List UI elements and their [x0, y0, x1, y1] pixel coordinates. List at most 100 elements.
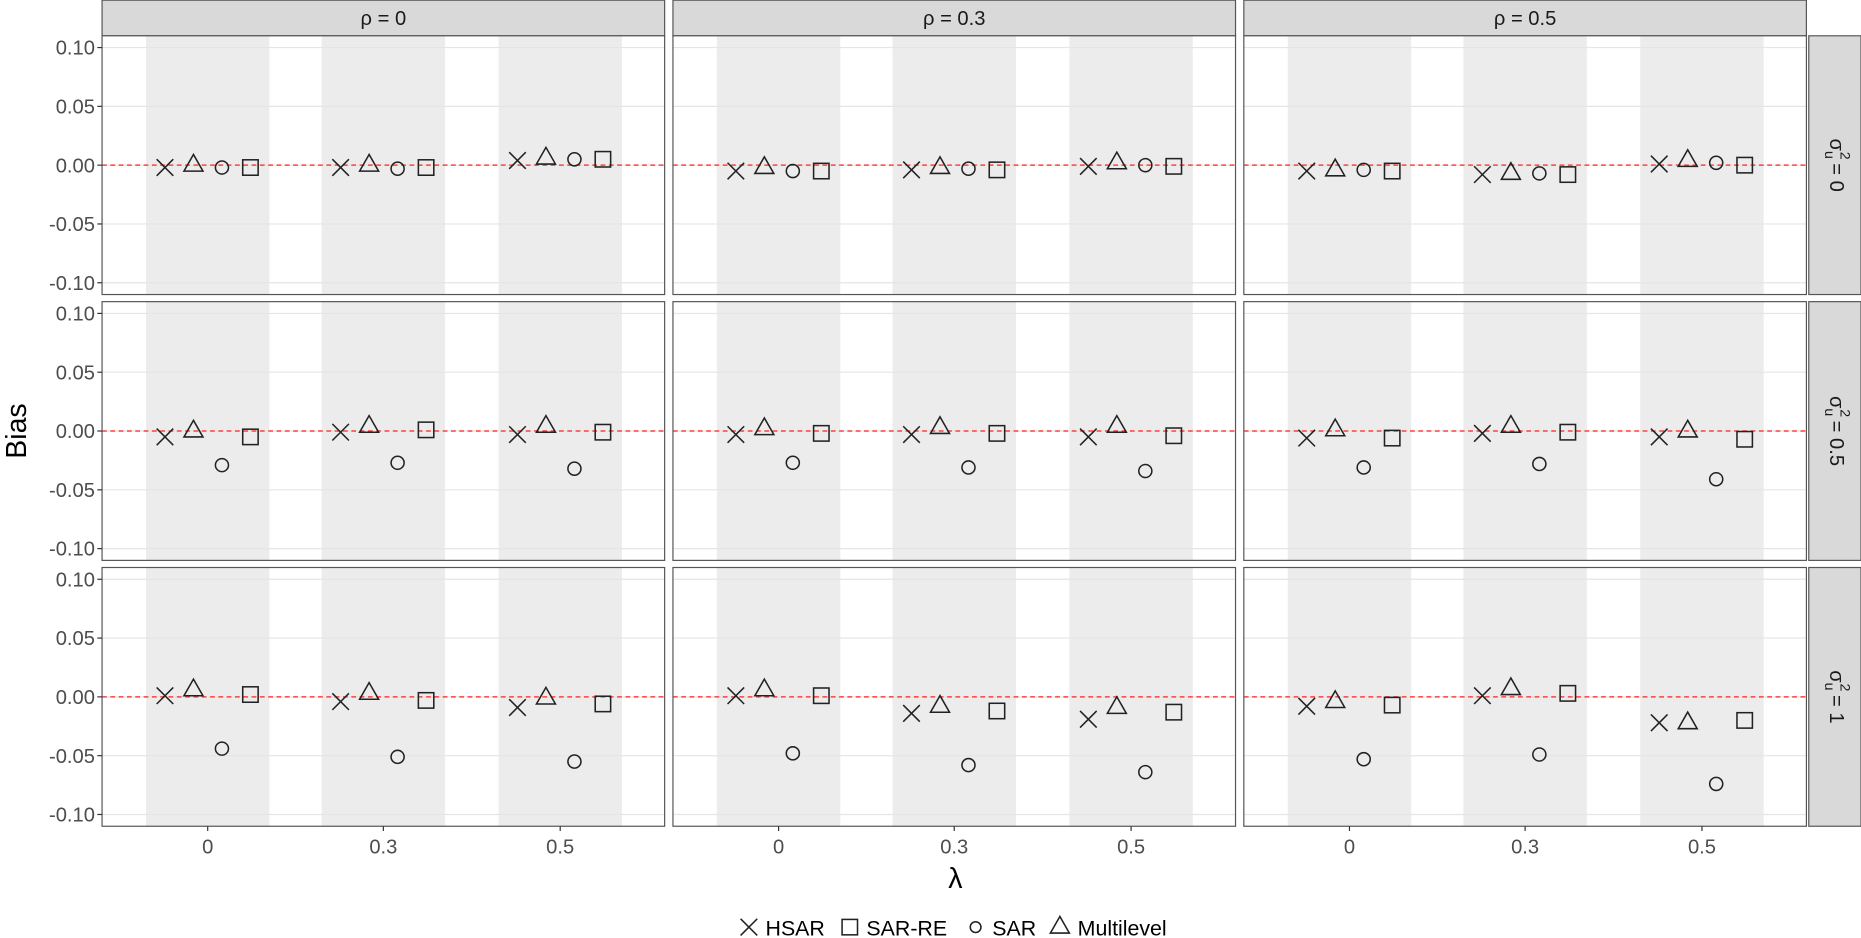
cross-stroke [1297, 697, 1316, 716]
point-hsar [508, 698, 527, 717]
point-sar-re [1559, 684, 1577, 702]
point-hsar [1650, 155, 1669, 173]
point-sar-re [1559, 166, 1577, 184]
y-tick-label: 0.10 [56, 38, 95, 60]
point-multilevel [1324, 157, 1347, 177]
y-tick-label: 0.05 [56, 628, 95, 650]
point-sar-re [1736, 711, 1754, 729]
point-hsar [1473, 686, 1492, 705]
point-multilevel [1106, 695, 1128, 715]
point-sar-re [594, 423, 612, 441]
cross-stroke [1473, 686, 1492, 705]
panel-border [1243, 301, 1807, 561]
point-sar-re [1559, 423, 1577, 441]
point-sar [961, 757, 976, 773]
x-tick-label: 0.5 [1117, 837, 1145, 859]
point-multilevel [1676, 710, 1699, 730]
point-hsar [1079, 428, 1098, 446]
facet-strip-col [672, 0, 1237, 37]
point-sar [214, 160, 230, 175]
cross-stroke [1473, 165, 1492, 184]
point-hsar [331, 158, 350, 177]
x-tick-label: 0.3 [940, 837, 968, 859]
point-hsar [508, 151, 527, 170]
legend-label: SAR [992, 916, 1036, 938]
point-sar [214, 457, 230, 473]
point-sar-re [1165, 427, 1183, 445]
facet-strip-label: ρ = 0 [361, 8, 407, 30]
cross-stroke [508, 425, 527, 444]
row-var-subscript: u [1821, 683, 1837, 691]
legend-item: Multilevel [1049, 914, 1167, 938]
cross-stroke [1650, 155, 1669, 173]
row-var-subscript: u [1821, 151, 1837, 159]
point-multilevel [358, 681, 380, 701]
y-tick-label: 0.10 [56, 569, 95, 591]
point-multilevel [1500, 676, 1522, 696]
point-sar [1356, 162, 1372, 178]
point-hsar [1650, 713, 1669, 732]
x-tick-label: 0.5 [1688, 837, 1716, 859]
point-sar [567, 754, 582, 769]
row-var-superscript: 2 [1837, 409, 1853, 417]
cross-stroke [740, 918, 758, 936]
legend-marker-circle [969, 921, 982, 934]
facet-strip-row-label: σu2 = 0 [1821, 138, 1852, 191]
point-multilevel [1676, 148, 1699, 168]
cross-stroke [727, 686, 745, 705]
facet-strip-col [1243, 0, 1807, 37]
point-multilevel [1324, 689, 1347, 709]
point-sar-re [1736, 430, 1754, 448]
point-sar [961, 460, 976, 475]
point-hsar [1650, 428, 1669, 446]
point-sar [390, 455, 405, 471]
y-tick-label: -0.05 [49, 746, 95, 768]
point-hsar [902, 704, 921, 723]
cross-stroke [1079, 428, 1098, 446]
legend-marker-triangle [1049, 914, 1071, 934]
row-value-label: = 1 [1825, 695, 1847, 724]
point-sar [390, 161, 405, 176]
point-sar [1138, 463, 1153, 479]
legend-item: SAR [969, 916, 1036, 938]
point-sar-re [1165, 703, 1183, 721]
point-multilevel [753, 155, 776, 175]
facet-strip-row-label: σu2 = 1 [1821, 670, 1852, 723]
y-tick-label: -0.05 [49, 480, 95, 502]
cross-stroke [902, 161, 921, 179]
point-multilevel [182, 152, 205, 172]
point-multilevel [929, 694, 951, 713]
point-sar [1532, 166, 1547, 181]
facet-strip-row-label: σu2 = 0.5 [1821, 396, 1852, 466]
point-hsar [1297, 697, 1316, 716]
point-hsar [1473, 424, 1492, 443]
y-tick-label: -0.05 [49, 214, 95, 236]
point-sar-re [812, 687, 830, 705]
point-sar [1356, 751, 1372, 767]
point-sar [1138, 764, 1153, 780]
point-hsar [331, 692, 350, 711]
point-multilevel [753, 677, 776, 697]
facet-panel [672, 566, 1237, 827]
panel-border [1243, 35, 1807, 296]
y-tick-label: 0.10 [56, 304, 95, 326]
x-tick-label: 0 [1344, 837, 1355, 859]
x-tick-label: 0.3 [369, 837, 397, 859]
facet-strip-row [1808, 566, 1861, 827]
row-var-symbol: σ [1825, 396, 1847, 409]
point-sar-re [594, 695, 612, 713]
x-tick-label: 0.5 [546, 837, 574, 859]
row-var-subscript: u [1821, 408, 1837, 416]
cross-stroke [1079, 710, 1098, 729]
legend-item: HSAR [740, 916, 825, 938]
facet-panel [1243, 35, 1807, 296]
point-sar-re [241, 428, 259, 446]
point-sar-re [241, 159, 259, 177]
cross-stroke [1297, 162, 1316, 180]
facet-strip-row [1808, 301, 1861, 561]
cross-stroke [156, 428, 174, 446]
point-hsar [1079, 710, 1098, 729]
point-hsar [508, 425, 527, 444]
cross-stroke [1650, 428, 1669, 446]
y-tick-label: 0.00 [56, 687, 95, 709]
